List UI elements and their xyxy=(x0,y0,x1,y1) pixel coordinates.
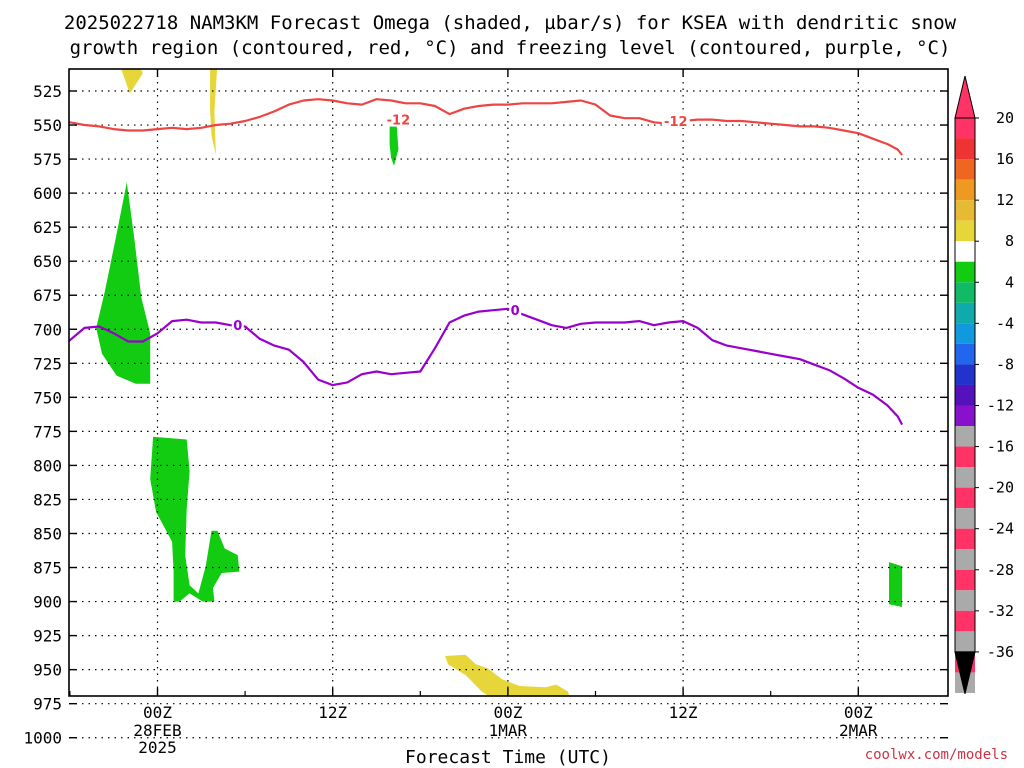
colorbar-label: 20 xyxy=(996,109,1014,127)
colorbar-cell xyxy=(955,631,975,652)
contour-label: -12 xyxy=(387,114,411,129)
colorbar-label: -16 xyxy=(987,438,1014,456)
omega-region-3 xyxy=(96,182,151,384)
omega-region-6 xyxy=(889,562,903,607)
colorbar-label: -24 xyxy=(987,520,1014,538)
colorbar-cell xyxy=(955,138,975,160)
colorbar-cell xyxy=(955,364,975,385)
y-tick-label: 825 xyxy=(33,490,62,509)
contour-label-bg xyxy=(509,303,522,318)
colorbar-label: 12 xyxy=(996,191,1014,209)
y-tick-label: 850 xyxy=(33,524,62,543)
y-axis: 525 550 575 600 625 650 675 700 725 750 775 800 825 8… xyxy=(23,82,948,748)
x-tick-label: 12Z xyxy=(318,703,347,722)
colorbar-label: -32 xyxy=(987,602,1014,620)
omega-region-1 xyxy=(210,69,218,155)
y-tick-label: 525 xyxy=(33,82,62,101)
chart-title-line2: growth region (contoured, red, °C) and f… xyxy=(70,37,951,59)
contour-line-1 xyxy=(69,307,904,426)
colorbar-cell xyxy=(955,200,975,221)
colorbar-label: -20 xyxy=(987,479,1014,497)
colorbar-cell xyxy=(955,343,975,365)
x-tick-sublabel: 2MAR xyxy=(839,721,878,740)
colorbar-label: -28 xyxy=(987,561,1014,579)
omega-region-7 xyxy=(445,654,570,696)
contour-label: 0 xyxy=(233,319,242,334)
colorbar-cell xyxy=(955,159,975,180)
contour-line-0 xyxy=(69,98,903,156)
y-tick-label: 1000 xyxy=(23,729,62,748)
omega-region-2 xyxy=(389,119,399,166)
colorbar-cell xyxy=(955,508,975,529)
plot-fill-layer xyxy=(96,69,903,696)
x-tick-label: 00Z xyxy=(493,703,522,722)
x-tick-label: 12Z xyxy=(669,703,698,722)
y-tick-label: 625 xyxy=(33,218,62,237)
x-axis-label: Forecast Time (UTC) xyxy=(405,747,611,768)
colorbar-cell xyxy=(955,302,975,324)
y-tick-label: 750 xyxy=(33,388,62,407)
credit-text: coolwx.com/models xyxy=(865,747,1008,763)
colorbar-label: -36 xyxy=(987,643,1014,661)
y-tick-label: 975 xyxy=(33,695,62,714)
colorbar-cell xyxy=(955,487,975,509)
colorbar-bottom-arrow xyxy=(954,651,976,695)
colorbar-cell xyxy=(955,282,975,303)
colorbar-cell xyxy=(955,405,975,427)
colorbar-cell xyxy=(955,118,975,139)
colorbar-label: -12 xyxy=(987,396,1014,414)
colorbar-cell xyxy=(955,569,975,591)
colorbar-cell xyxy=(955,323,975,344)
y-tick-label: 875 xyxy=(33,559,62,578)
x-tick-label: 00Z xyxy=(143,703,172,722)
colorbar-cell xyxy=(955,261,975,283)
colorbar-label: 16 xyxy=(996,150,1014,168)
y-tick-label: 575 xyxy=(33,150,62,169)
colorbar-cell xyxy=(955,528,975,550)
colorbar-label: -4 xyxy=(996,314,1014,332)
colorbar-cell xyxy=(955,549,975,570)
x-tick-sublabel: 1MAR xyxy=(489,721,528,740)
contour-label-bg xyxy=(231,318,244,333)
y-tick-label: 650 xyxy=(33,252,62,271)
chart-title-line1: 2025022718 NAM3KM Forecast Omega (shaded… xyxy=(64,12,957,34)
colorbar-top-arrow xyxy=(954,75,976,119)
y-tick-label: 550 xyxy=(33,116,62,135)
colorbar-cell xyxy=(955,241,975,262)
y-tick-label: 725 xyxy=(33,354,62,373)
contour-label: -12 xyxy=(664,115,688,130)
contour-label-bg xyxy=(384,112,413,127)
x-tick-sublabel: 28FEB xyxy=(133,721,181,740)
colorbar-cell xyxy=(955,179,975,201)
colorbar-cell xyxy=(955,590,975,611)
omega-region-0 xyxy=(121,69,143,94)
y-tick-label: 600 xyxy=(33,184,62,203)
plot-contour-layer: -12 -12 0 0 xyxy=(69,98,904,426)
colorbar-cell xyxy=(955,467,975,488)
y-tick-label: 700 xyxy=(33,320,62,339)
y-tick-label: 950 xyxy=(33,661,62,680)
y-tick-label: 800 xyxy=(33,456,62,475)
omega-region-4 xyxy=(150,436,240,602)
x-tick-sublabel: 2025 xyxy=(138,738,177,757)
plot-grid xyxy=(69,69,948,739)
y-tick-label: 775 xyxy=(33,422,62,441)
colorbar-cell xyxy=(955,610,975,632)
colorbar-label: -8 xyxy=(996,355,1014,373)
colorbar: 20 16 12 8 4 -4 -8 -12 -16 -20 -24 -28 -32 -36 xyxy=(954,75,1014,695)
contour-label-bg xyxy=(661,113,690,128)
x-tick-label: 00Z xyxy=(844,703,873,722)
colorbar-cell xyxy=(955,384,975,406)
y-tick-label: 900 xyxy=(33,593,62,612)
y-tick-label: 675 xyxy=(33,286,62,305)
contour-label: 0 xyxy=(511,304,520,319)
colorbar-cell xyxy=(955,220,975,242)
colorbar-cell xyxy=(955,426,975,447)
y-tick-label: 925 xyxy=(33,627,62,646)
colorbar-cell xyxy=(955,446,975,468)
colorbar-label: 8 xyxy=(1005,232,1014,250)
colorbar-label: 4 xyxy=(1005,273,1014,291)
